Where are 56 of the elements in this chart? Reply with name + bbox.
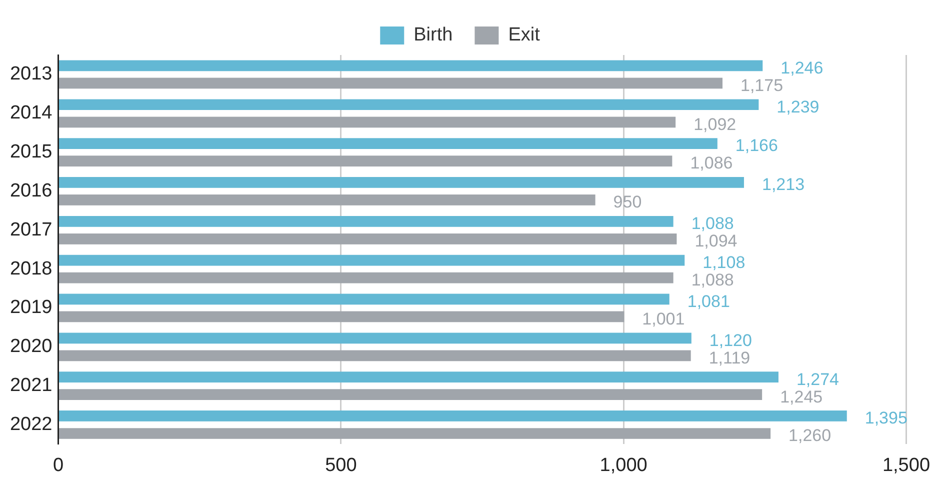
data-label: 1,086 — [690, 154, 733, 173]
data-label: 1,239 — [776, 97, 820, 116]
bar — [59, 254, 685, 266]
bar — [59, 350, 691, 362]
legend-label: Exit — [508, 24, 541, 46]
data-label: 1,092 — [694, 114, 736, 134]
data-label: 1,001 — [642, 309, 685, 328]
y-tick-label: 2017 — [10, 219, 52, 240]
y-tick-label: 2021 — [10, 375, 52, 396]
y-tick-label: 2019 — [10, 297, 52, 318]
data-label: 1,166 — [735, 136, 778, 156]
y-tick-label: 2014 — [10, 102, 53, 124]
data-label: 1,175 — [740, 76, 784, 95]
bar — [59, 428, 771, 439]
data-label: 1,213 — [762, 175, 805, 194]
y-tick-label: 2013 — [10, 64, 52, 85]
data-label: 1,119 — [708, 348, 750, 368]
data-label: 1,395 — [864, 408, 908, 428]
data-label: 1,081 — [687, 292, 730, 311]
data-label: 1,245 — [780, 387, 823, 406]
bar — [59, 294, 670, 305]
data-label: 1,088 — [691, 270, 734, 290]
data-label: 950 — [613, 192, 642, 212]
data-label: 1,094 — [694, 232, 738, 251]
bar — [59, 99, 759, 110]
bar — [59, 116, 676, 128]
bar — [59, 60, 763, 72]
x-tick-label: 1,500 — [882, 454, 930, 476]
bar — [59, 372, 778, 382]
bar — [59, 272, 674, 284]
data-label: 1,120 — [709, 330, 752, 350]
legend-label: Birth — [414, 24, 453, 46]
bar — [59, 233, 677, 244]
data-label: 1,260 — [788, 426, 832, 446]
y-tick-label: 2022 — [10, 414, 52, 435]
y-tick-label: 2016 — [10, 180, 52, 202]
bar — [59, 216, 674, 227]
bar — [59, 311, 624, 322]
y-tick-label: 2020 — [10, 336, 52, 358]
bar — [59, 138, 718, 149]
x-tick-label: 0 — [52, 454, 64, 476]
bar — [59, 389, 762, 400]
y-tick-label: 2018 — [10, 258, 52, 280]
data-label: 1,088 — [691, 214, 734, 234]
bar — [59, 332, 692, 344]
data-label: 1,108 — [702, 252, 746, 272]
bar — [59, 156, 672, 166]
y-tick-label: 2015 — [10, 142, 52, 163]
data-label: 1,246 — [780, 58, 824, 78]
x-tick-label: 500 — [325, 454, 357, 476]
data-label: 1,274 — [796, 370, 840, 389]
bar — [59, 410, 847, 422]
bar — [59, 194, 596, 206]
bar — [59, 177, 744, 188]
x-tick-label: 1,000 — [600, 454, 648, 476]
bar — [59, 78, 723, 89]
